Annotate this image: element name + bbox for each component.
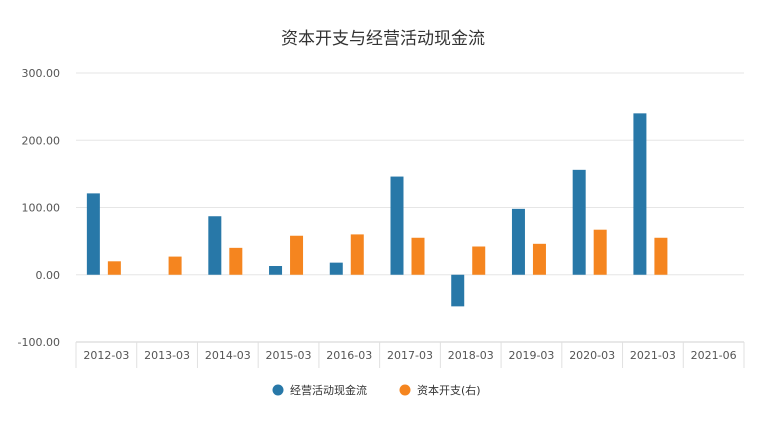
- bar-capex[interactable]: [472, 246, 486, 275]
- bar-operating-cash-flow[interactable]: [329, 262, 343, 275]
- x-tick-label: 2021-03: [630, 349, 676, 362]
- bar-operating-cash-flow[interactable]: [86, 193, 100, 275]
- x-tick-label: 2020-03: [569, 349, 615, 362]
- legend-item-capex[interactable]: 资本开支(右): [399, 383, 481, 397]
- legend-marker: [272, 384, 284, 396]
- bar-capex[interactable]: [593, 229, 607, 275]
- x-tick-label: 2018-03: [448, 349, 494, 362]
- bar-operating-cash-flow[interactable]: [511, 208, 525, 275]
- x-tick-label: 2019-03: [508, 349, 554, 362]
- legend-item-operating-cash-flow[interactable]: 经营活动现金流: [272, 383, 368, 397]
- bar-capex[interactable]: [229, 247, 243, 275]
- bar-operating-cash-flow[interactable]: [269, 266, 283, 275]
- x-tick-label: 2012-03: [83, 349, 129, 362]
- y-tick-label: 200.00: [22, 134, 61, 147]
- y-tick-label: -100.00: [18, 336, 60, 349]
- bar-capex[interactable]: [532, 243, 546, 275]
- bar-capex[interactable]: [350, 234, 364, 275]
- bar-operating-cash-flow[interactable]: [633, 113, 647, 275]
- bar-operating-cash-flow[interactable]: [390, 176, 404, 275]
- x-axis: 2012-03 2013-03 2014-03 2015-03 2016-03 2017-…: [75, 341, 745, 368]
- y-tick-label: 300.00: [22, 67, 61, 80]
- x-tick-label: 2014-03: [205, 349, 251, 362]
- y-tick-label: 100.00: [22, 202, 61, 215]
- y-axis-ticks: 300.00 200.00 100.00 0.00 -100.00: [18, 67, 60, 349]
- legend-marker: [399, 384, 411, 396]
- bars: [86, 113, 668, 307]
- x-tick-label: 2015-03: [266, 349, 312, 362]
- bar-operating-cash-flow[interactable]: [572, 169, 586, 275]
- bar-capex[interactable]: [411, 237, 425, 275]
- x-tick-label: 2013-03: [144, 349, 190, 362]
- x-tick-label: 2016-03: [326, 349, 372, 362]
- y-tick-label: 0.00: [36, 269, 61, 282]
- bar-capex[interactable]: [107, 261, 121, 275]
- x-tick-label: 2017-03: [387, 349, 433, 362]
- chart-title: 资本开支与经营活动现金流: [281, 29, 485, 49]
- bar-capex[interactable]: [290, 235, 304, 275]
- bar-operating-cash-flow[interactable]: [208, 216, 222, 275]
- bar-capex[interactable]: [168, 256, 182, 275]
- legend-label: 经营活动现金流: [290, 383, 367, 397]
- bar-capex[interactable]: [654, 237, 668, 275]
- legend-label: 资本开支(右): [417, 383, 481, 397]
- x-tick-label: 2021-06: [691, 349, 737, 362]
- legend[interactable]: 经营活动现金流 资本开支(右): [272, 383, 481, 397]
- bar-operating-cash-flow[interactable]: [451, 274, 465, 307]
